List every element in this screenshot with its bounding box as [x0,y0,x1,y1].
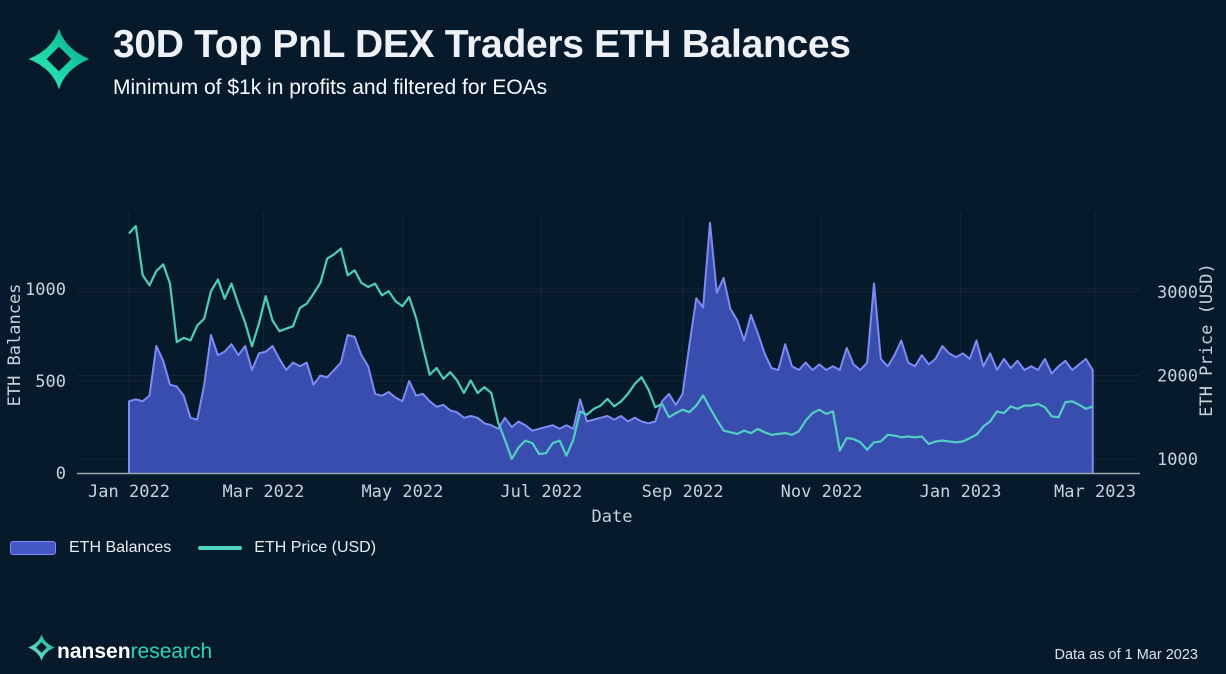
eth-balances-area-stroke [128,221,1094,473]
y-right-tick-label: 3000 [1157,283,1198,303]
x-tick-label: Sep 2022 [642,482,724,502]
x-tick-label: Mar 2022 [222,482,304,502]
y-left-tick-label: 0 [56,464,66,484]
x-tick-label: May 2022 [361,482,443,502]
x-tick-label: Jul 2022 [500,482,582,502]
y-left-tick-label: 500 [35,372,66,392]
eth-balances-area [129,222,1093,473]
nansen-research-logo-icon [28,634,55,661]
chart-legend: ETH Balances ETH Price (USD) [10,538,376,558]
y-left-tick-label: 1000 [25,280,66,300]
y-right-axis-title: ETH Price (USD) [1197,263,1217,417]
page-subtitle: Minimum of $1k in profits and filtered f… [113,75,548,99]
y-left-axis-title: ETH Balances [5,284,25,407]
header: 30D Top PnL DEX Traders ETH Balances Min… [28,23,851,100]
eth-price-line [128,224,1094,461]
page-title: 30D Top PnL DEX Traders ETH Balances [113,23,851,66]
x-tick-label: Nov 2022 [781,482,863,502]
eth-price-legend-swatch [198,546,243,550]
x-tick-label: Jan 2023 [920,482,1002,502]
x-axis-title: Date [592,507,633,527]
data-as-of-label: Data as of 1 Mar 2023 [1054,647,1198,663]
brand-wordmark: nansenresearch [57,641,212,662]
nansen-logo-icon [28,28,90,90]
x-tick-label: Jan 2022 [88,482,170,502]
brand-suffix: research [130,640,213,663]
footer-brand: nansenresearch [28,634,212,669]
eth-price-legend-label: ETH Price (USD) [254,539,377,556]
y-right-tick-label: 1000 [1157,450,1198,470]
y-right-tick-label: 2000 [1157,367,1198,387]
eth-balances-legend-swatch [10,541,56,555]
x-tick-label: Mar 2023 [1054,482,1136,502]
title-block: 30D Top PnL DEX Traders ETH Balances Min… [113,23,851,100]
eth-balances-legend-label: ETH Balances [69,539,172,556]
brand-name: nansen [57,640,131,663]
